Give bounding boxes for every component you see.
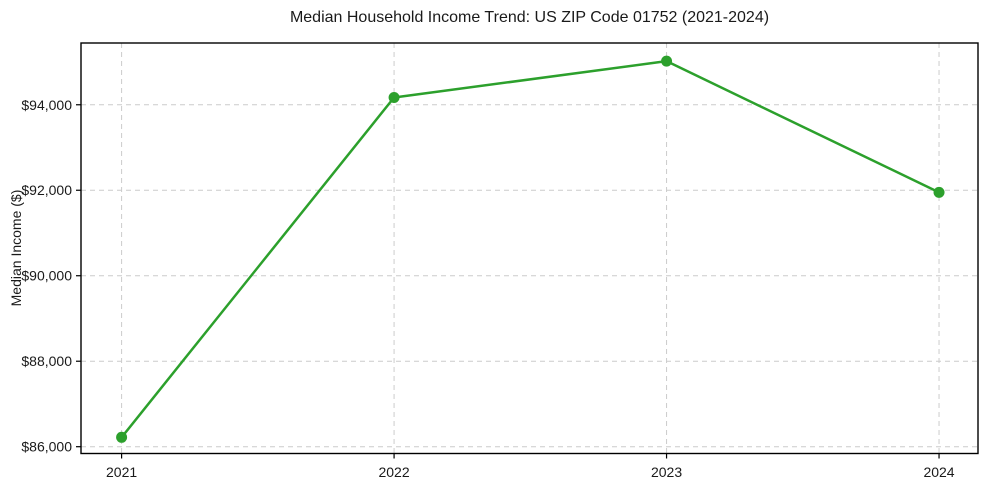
y-tick-label: $88,000 (21, 353, 72, 369)
data-point (388, 91, 400, 103)
trend-line (120, 59, 941, 439)
x-tick-label: 2022 (378, 464, 409, 480)
data-point (661, 55, 673, 67)
y-tick-label: $94,000 (21, 97, 72, 113)
chart-title: Median Household Income Trend: US ZIP Co… (289, 9, 770, 26)
y-tick-label: $90,000 (21, 268, 72, 284)
data-point (116, 431, 128, 443)
x-tick-label: 2023 (651, 464, 682, 480)
plot-border (80, 42, 979, 455)
y-tick-label: $86,000 (21, 439, 72, 455)
x-tick-label: 2024 (923, 464, 954, 480)
data-point (933, 186, 945, 198)
x-tick-label: 2021 (106, 464, 137, 480)
y-tick-label: $92,000 (21, 182, 72, 198)
